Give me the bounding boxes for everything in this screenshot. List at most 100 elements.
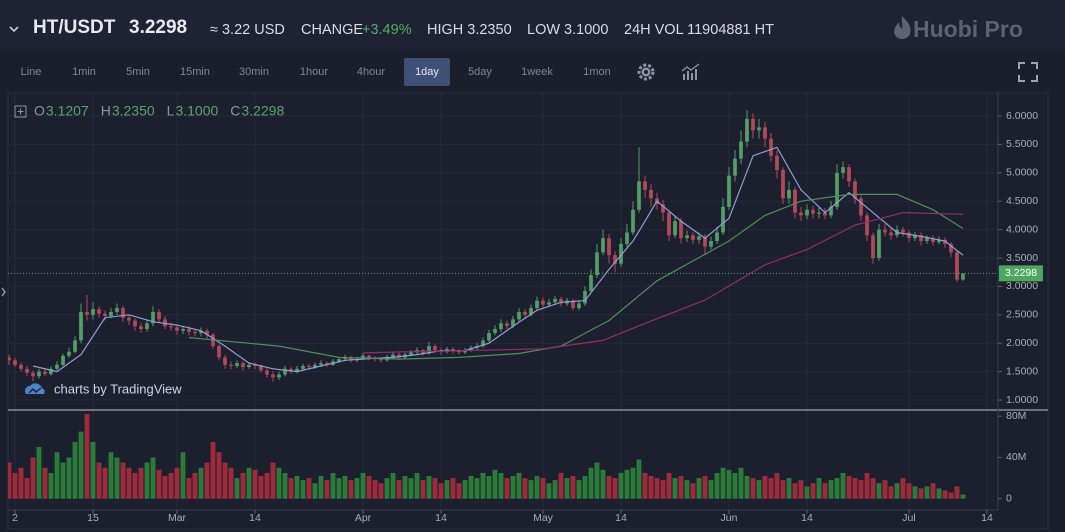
y-tick-label: 1.0000 <box>1006 394 1038 406</box>
candle-body <box>511 319 515 327</box>
volume-bar <box>222 462 228 499</box>
legend-toggle[interactable] <box>14 105 27 118</box>
usd-price: ≈ 3.22 USD <box>210 22 285 38</box>
volume-bar <box>924 486 930 499</box>
candle-body <box>901 229 905 233</box>
candle-body <box>85 311 89 315</box>
candle-body <box>571 300 575 309</box>
candle-body <box>73 340 77 352</box>
pair-dropdown[interactable] <box>9 26 19 33</box>
y-tick-label: 2.5000 <box>1006 309 1038 321</box>
interval-button[interactable]: 5min <box>126 66 150 78</box>
volume-bar <box>474 478 480 499</box>
candle-body <box>769 138 773 156</box>
volume-bar <box>612 478 618 499</box>
candle-body <box>817 212 821 214</box>
candle-body <box>745 118 749 142</box>
volume-bar <box>882 480 888 499</box>
volume-bar <box>798 480 804 499</box>
volume-bar <box>702 476 708 499</box>
x-tick-label: 14 <box>615 512 627 524</box>
candle-body <box>289 368 293 372</box>
candle-body <box>427 346 431 354</box>
candle-body <box>43 371 47 374</box>
fullscreen-icon[interactable] <box>1018 62 1038 82</box>
candle-body <box>727 175 731 207</box>
interval-button[interactable]: 1day <box>415 66 439 78</box>
volume-bar <box>864 472 870 499</box>
volume-bar <box>288 478 294 499</box>
volume-bar <box>192 472 198 499</box>
interval-button[interactable]: 1mon <box>583 66 611 78</box>
volume-bar <box>816 478 822 499</box>
grid <box>8 94 998 510</box>
interval-button[interactable]: 1week <box>521 66 553 78</box>
volume-bar <box>912 486 918 499</box>
interval-button[interactable]: 30min <box>239 66 269 78</box>
settings-icon[interactable] <box>637 63 655 81</box>
volume-bar <box>624 469 630 499</box>
candle-body <box>913 235 917 239</box>
interval-button[interactable]: Line <box>21 66 42 78</box>
volume-bar <box>48 472 54 499</box>
volume-bar <box>810 483 816 499</box>
volume-bar <box>960 494 966 499</box>
candle-body <box>847 167 851 182</box>
volume-bar <box>726 469 732 499</box>
volume-pane <box>8 414 966 499</box>
y-tick-label: 2.0000 <box>1006 337 1038 349</box>
candle-body <box>961 273 965 280</box>
volume-bar <box>372 480 378 499</box>
volume-bar <box>792 483 798 499</box>
volume-bar <box>312 483 318 499</box>
volume-tick-label: 40M <box>1006 451 1026 463</box>
candle-body <box>241 363 245 368</box>
candle-body <box>199 330 203 334</box>
volume-bar <box>114 457 120 499</box>
candle-body <box>631 209 635 233</box>
volume-bar <box>108 452 114 499</box>
volume-bar <box>414 472 420 499</box>
candle-body <box>187 329 191 332</box>
volume-tick-label: 0 <box>1006 492 1012 504</box>
volume-bar <box>78 431 84 499</box>
indicators-icon[interactable] <box>681 63 700 80</box>
volume-bar <box>252 469 258 499</box>
candle-body <box>529 308 533 315</box>
candle-body <box>697 236 701 240</box>
interval-button[interactable]: 1min <box>72 66 96 78</box>
candle-body <box>337 359 341 362</box>
volume-bar <box>402 476 408 499</box>
candle-body <box>343 357 347 360</box>
candle-body <box>139 326 143 330</box>
volume-bar <box>720 467 726 499</box>
volume-bar <box>738 467 744 499</box>
volume-bar <box>786 478 792 499</box>
candle-body <box>223 357 227 365</box>
chart-area <box>7 92 1049 530</box>
interval-button[interactable]: 1hour <box>300 66 328 78</box>
volume-bar <box>876 483 882 499</box>
interval-button[interactable]: 15min <box>180 66 210 78</box>
interval-button[interactable]: 5day <box>468 66 492 78</box>
candle-body <box>853 181 857 199</box>
volume-bar <box>294 476 300 499</box>
candle-body <box>37 371 41 377</box>
left-handle[interactable] <box>1 287 6 297</box>
volume-bar <box>42 467 48 499</box>
volume-bar <box>30 457 36 499</box>
volume-bar <box>714 472 720 499</box>
candle-body <box>523 311 527 315</box>
last-price: 3.2298 <box>129 17 187 38</box>
volume-bar <box>708 480 714 499</box>
volume-bar <box>216 452 222 499</box>
volume-bar <box>408 478 414 499</box>
volume-bar <box>204 462 210 499</box>
x-tick-label: Mar <box>168 512 187 524</box>
candle-body <box>367 355 371 359</box>
volume-bar <box>468 476 474 499</box>
candle-body <box>361 355 365 360</box>
volume-bar <box>90 441 96 499</box>
candle-body <box>145 323 149 330</box>
interval-button[interactable]: 4hour <box>357 66 385 78</box>
